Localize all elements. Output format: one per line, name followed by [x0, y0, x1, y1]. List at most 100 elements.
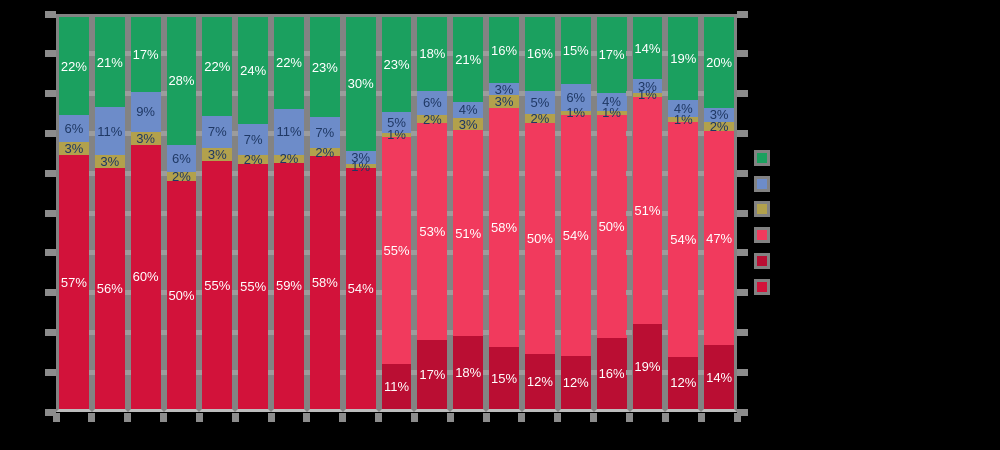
x-axis-tick	[231, 413, 239, 422]
gridline-stub	[447, 369, 454, 375]
bar-segment-green-top: 22%	[274, 17, 304, 109]
gridline-stub	[626, 290, 633, 296]
bar-segment-olive: 3%	[453, 116, 484, 132]
segment-label: 55%	[204, 277, 231, 293]
gridline-stub	[483, 130, 490, 136]
gridline-stub	[411, 329, 418, 335]
x-axis-tick	[733, 413, 741, 422]
x-axis-tick	[697, 413, 705, 422]
x-axis-tick	[195, 413, 203, 422]
bar-segment-dark-red: 18%	[453, 336, 484, 409]
y-axis-tick-right	[737, 209, 748, 217]
x-axis-tick	[625, 413, 633, 422]
bar-segment-green-top: 24%	[238, 17, 269, 124]
stacked-bar: 21% 4% 3% 51% 18%	[450, 14, 487, 412]
bar-segment-olive: 2%	[166, 170, 197, 183]
gridline-stub	[196, 130, 203, 136]
gridline-stub	[411, 51, 418, 57]
segment-label: 20%	[706, 55, 733, 71]
gridline-stub	[375, 130, 382, 136]
gridline-stub	[232, 130, 239, 136]
gridline-stub	[554, 91, 561, 97]
gridline-stub	[160, 250, 167, 256]
gridline-stub	[662, 170, 669, 176]
bar-segment-dark-red: 14%	[704, 345, 735, 409]
segment-label: 3%	[458, 116, 478, 132]
gridline-stub	[375, 369, 382, 375]
segment-label: 24%	[240, 62, 267, 78]
bar-segment-pink: 51%	[632, 97, 663, 325]
segment-label: 60%	[132, 269, 159, 285]
segment-label: 17%	[419, 366, 446, 382]
bar-segment-blue: 3%	[489, 81, 519, 97]
gridline-stub	[196, 329, 203, 335]
segment-label: 6%	[566, 89, 586, 105]
bar-segment-blue: 6%	[417, 90, 448, 115]
gridline-stub	[88, 170, 95, 176]
stacked-bar: 19% 4% 1% 54% 12%	[665, 14, 702, 412]
gridline-stub	[554, 130, 561, 136]
bar-segment-green-top: 17%	[596, 17, 627, 93]
bar-segment-pink: 47%	[704, 130, 735, 346]
gridline-stub	[554, 329, 561, 335]
legend-pink-swatch	[754, 227, 770, 244]
x-axis-tick	[160, 413, 168, 422]
gridline-stub	[303, 250, 310, 256]
segment-label: 12%	[670, 375, 697, 391]
segment-label: 54%	[347, 281, 374, 297]
gridline-stub	[698, 91, 705, 97]
bar-segment-olive: 2%	[238, 153, 269, 166]
gridline-stub	[518, 170, 525, 176]
gridline-stub	[339, 91, 346, 97]
bar-segment-olive: 1%	[632, 88, 663, 101]
gridline-stub	[268, 329, 275, 335]
gridline-stub	[268, 170, 275, 176]
x-axis-tick	[446, 413, 454, 422]
gridline-stub	[447, 130, 454, 136]
bar-segment-blue: 7%	[238, 123, 269, 156]
segment-label: 3%	[709, 107, 729, 123]
gridline-stub	[447, 91, 454, 97]
stacked-bar: 15% 6% 1% 54% 12%	[557, 14, 594, 412]
x-axis-tick	[339, 413, 347, 422]
stacked-bar: 22% 11% 2% 59%	[271, 14, 307, 412]
segment-label: 7%	[243, 131, 263, 147]
bar-segment-green-top: 22%	[59, 17, 89, 115]
bar-segment-crimson-bottom: 59%	[274, 162, 304, 409]
gridline-stub	[483, 369, 490, 375]
bar-segment-blue: 4%	[453, 101, 484, 119]
gridline-stub	[268, 250, 275, 256]
y-axis-tick-left	[45, 129, 56, 137]
stacked-bar: 22% 7% 3% 55%	[199, 14, 236, 412]
bar-segment-olive: 2%	[274, 152, 304, 165]
segment-label: 16%	[491, 42, 518, 58]
stacked-bar: 21% 11% 3% 56%	[91, 14, 128, 412]
bar-segment-dark-red: 12%	[560, 355, 591, 409]
y-axis-tick-left	[45, 368, 56, 376]
bar-segment-blue: 7%	[309, 117, 340, 148]
gridline-stub	[124, 170, 131, 176]
gridline-stub	[554, 51, 561, 57]
bar-segment-olive: 3%	[489, 95, 519, 108]
gridline-stub	[268, 369, 275, 375]
gridline-stub	[196, 210, 203, 216]
bar-segment-dark-red: 15%	[489, 347, 519, 409]
gridline-stub	[698, 210, 705, 216]
y-axis-tick-right	[737, 129, 748, 137]
segment-label: 5%	[387, 114, 406, 130]
gridline-stub	[196, 51, 203, 57]
bar-segment-blue: 9%	[130, 91, 161, 132]
bar-segment-blue: 3%	[345, 150, 376, 164]
segment-label: 22%	[60, 58, 87, 74]
y-axis-tick-right	[737, 408, 748, 416]
gridline-stub	[447, 210, 454, 216]
segment-label: 4%	[458, 102, 478, 118]
stacked-bar: 23% 7% 2% 58%	[306, 14, 343, 412]
gridline-stub	[590, 329, 597, 335]
gridline-stub	[160, 170, 167, 176]
segment-label: 3%	[494, 81, 514, 97]
segment-label: 22%	[204, 59, 231, 75]
y-axis-tick-left	[45, 328, 56, 336]
gridline-stub	[160, 329, 167, 335]
bar-segment-green-top: 22%	[202, 17, 233, 117]
